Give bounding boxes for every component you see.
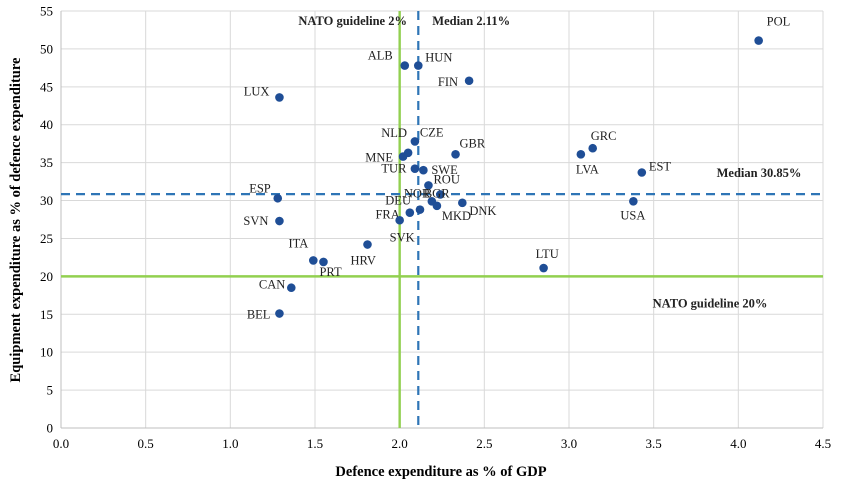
y-tick-label: 50 — [40, 41, 53, 56]
data-point-lva — [576, 149, 586, 159]
point-label-hrv: HRV — [350, 254, 375, 268]
point-label-lva: LVA — [576, 162, 599, 176]
grid — [60, 10, 824, 429]
x-tick-label: 3.5 — [646, 436, 662, 451]
data-point-svk — [395, 215, 404, 225]
y-tick-label: 15 — [40, 307, 53, 322]
data-point-mne — [398, 152, 408, 161]
point-label-fin: FIN — [438, 75, 458, 89]
data-point-hrv — [363, 240, 372, 249]
x-tick-label: 3.0 — [561, 436, 577, 451]
data-point-mkd — [432, 201, 442, 211]
data-point-ltu — [539, 263, 548, 273]
y-tick-label: 0 — [47, 421, 54, 436]
point-label-deu: DEU — [385, 194, 411, 208]
data-point-prt — [319, 257, 328, 267]
point-label-gbr: GBR — [460, 136, 486, 150]
data-point-esp — [273, 193, 283, 203]
data-point-swe — [419, 165, 428, 175]
x-tick-label: 4.0 — [730, 436, 746, 451]
data-point-fra — [405, 208, 415, 217]
y-tick-label: 40 — [40, 117, 53, 132]
point-label-usa: USA — [620, 208, 645, 222]
y-tick-label: 55 — [40, 4, 53, 19]
data-point-tur — [410, 164, 420, 174]
data-point-rou — [424, 181, 433, 190]
data-point-fin — [464, 76, 474, 86]
median-x-label: Median 2.11% — [432, 14, 510, 28]
point-label-hun: HUN — [425, 51, 452, 65]
point-label-lux: LUX — [244, 84, 270, 98]
point-label-mkd: MKD — [442, 209, 471, 223]
data-point-cze — [410, 137, 420, 146]
point-label-ita: ITA — [288, 236, 308, 250]
data-point-hun — [413, 61, 423, 70]
data-point-alb — [400, 61, 410, 70]
nato-x-label: NATO guideline 2% — [298, 14, 407, 28]
x-tick-label: 1.0 — [222, 436, 238, 451]
point-label-dnk: DNK — [469, 204, 496, 218]
y-tick-label: 20 — [40, 269, 53, 284]
point-label-bgr: BGR — [424, 186, 450, 200]
y-tick-label: 45 — [40, 79, 53, 94]
x-axis-title: Defence expenditure as % of GDP — [335, 464, 546, 480]
point-label-svk: SVK — [390, 230, 415, 244]
data-point-lux — [275, 93, 284, 102]
data-point-pol — [754, 36, 763, 45]
axis-ticks: 0.0 0.5 1.0 1.5 2.0 2.5 3.0 3.5 4.0 4.5 0 5 10 15 20 25… — [40, 4, 831, 452]
y-tick-label: 10 — [40, 345, 53, 360]
data-point-usa — [629, 197, 638, 206]
y-tick-label: 30 — [40, 193, 53, 208]
y-tick-label: 25 — [40, 231, 53, 246]
point-label-grc: GRC — [591, 129, 617, 143]
y-tick-label: 5 — [47, 383, 54, 398]
data-point-can — [286, 283, 296, 293]
point-label-nld: NLD — [381, 126, 407, 140]
median-y-label: Median 30.85% — [717, 166, 802, 180]
point-label-bel: BEL — [247, 308, 271, 322]
point-label-est: EST — [649, 159, 672, 173]
data-points: POL ALB HUN FIN LUX CZE NLD MNE GBR TUR SWE GRC LVA E… — [243, 15, 790, 322]
data-point-dnk — [458, 198, 467, 208]
data-point-deu — [415, 205, 425, 214]
y-tick-label: 35 — [40, 155, 53, 170]
x-tick-label: 2.0 — [392, 436, 408, 451]
x-tick-label: 0.5 — [138, 436, 154, 451]
x-tick-label: 2.5 — [476, 436, 492, 451]
point-label-ltu: LTU — [536, 247, 559, 261]
data-point-nor — [436, 190, 445, 199]
point-label-nor: NOR — [404, 186, 431, 200]
point-label-swe: SWE — [431, 163, 458, 177]
data-point-est — [637, 168, 647, 177]
x-tick-label: 1.5 — [307, 436, 323, 451]
data-point-ita — [309, 256, 318, 265]
x-tick-label: 0.0 — [53, 436, 69, 451]
nato-y-label: NATO guideline 20% — [653, 296, 768, 310]
point-label-can: CAN — [259, 278, 285, 292]
point-label-rou: ROU — [433, 172, 459, 186]
point-label-prt: PRT — [319, 265, 342, 279]
x-tick-label: 4.5 — [815, 436, 831, 451]
point-label-fra: FRA — [375, 208, 399, 222]
point-label-pol: POL — [767, 15, 791, 29]
y-axis-title: Equipment expenditure as % of defence ex… — [8, 57, 24, 382]
data-point-gbr — [451, 149, 460, 159]
point-label-esp: ESP — [249, 181, 271, 195]
point-label-tur: TUR — [381, 162, 407, 176]
point-label-svn: SVN — [243, 214, 268, 228]
data-point-svn — [275, 216, 284, 226]
point-label-cze: CZE — [420, 125, 444, 139]
point-label-mne: MNE — [365, 151, 393, 165]
data-point-grc — [588, 143, 598, 153]
point-label-alb: ALB — [368, 49, 393, 63]
data-point-bel — [275, 309, 284, 318]
